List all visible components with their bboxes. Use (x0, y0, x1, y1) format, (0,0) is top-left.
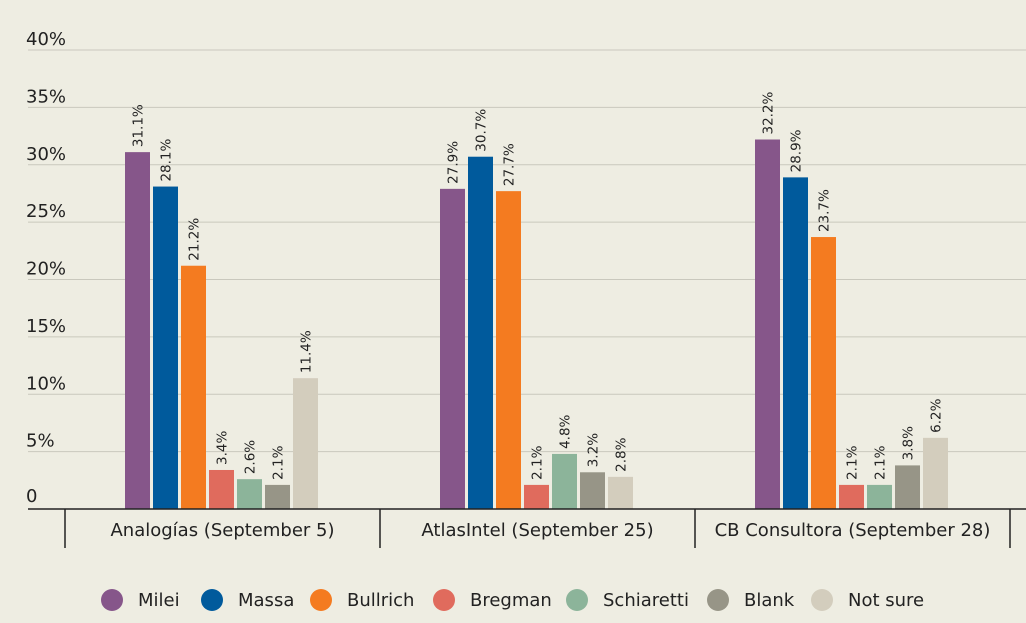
bar-not-sure (608, 476, 633, 509)
y-tick-label: 15% (26, 316, 66, 337)
legend-label: Bullrich (347, 590, 414, 611)
data-label: 23.7% (817, 189, 833, 232)
x-axis: Analogías (September 5) AtlasIntel (Septe… (28, 508, 1026, 548)
bar-schiaretti (867, 484, 892, 509)
bar-schiaretti (237, 479, 262, 509)
y-tick-label: 20% (26, 259, 66, 280)
legend-swatch (310, 589, 332, 611)
x-category-label: AtlasIntel (September 25) (421, 520, 653, 541)
legend-label: Schiaretti (603, 590, 689, 611)
x-category-label: Analogías (September 5) (110, 520, 334, 541)
y-tick-label: 0 (26, 486, 37, 507)
data-label: 28.1% (159, 138, 175, 181)
data-label: 3.4% (215, 431, 231, 465)
bar-massa (783, 177, 808, 509)
bar-blank (265, 484, 290, 509)
bar-bullrich (181, 265, 206, 509)
data-label: 3.8% (901, 426, 917, 460)
legend-swatch (201, 589, 223, 611)
legend-item: Schiaretti (566, 589, 689, 611)
data-label: 2.8% (614, 437, 630, 471)
legend-swatch (811, 589, 833, 611)
data-label: 2.1% (530, 445, 546, 479)
legend-swatch (566, 589, 588, 611)
legend-label: Not sure (848, 590, 924, 611)
legend: Milei Massa Bullrich Bregman Schiaretti Blank… (101, 589, 924, 611)
y-tick-label: 25% (26, 201, 66, 222)
bar-milei (125, 152, 150, 509)
legend-label: Milei (138, 590, 180, 611)
bar-bregman (839, 484, 864, 509)
legend-item: Milei (101, 589, 180, 611)
y-tick-label: 40% (26, 29, 66, 50)
data-label: 28.9% (789, 129, 805, 172)
y-tick-label: 35% (26, 86, 66, 107)
legend-swatch (101, 589, 123, 611)
bar-bullrich (496, 191, 521, 509)
bar-schiaretti (552, 453, 577, 509)
data-label: 21.2% (187, 218, 203, 261)
data-label: 30.7% (474, 109, 490, 152)
data-label: 2.1% (873, 445, 889, 479)
data-label: 2.6% (243, 440, 259, 474)
bar-massa (468, 156, 493, 509)
data-labels: 31.1% 28.1% 21.2% 3.4% 2.6% 2.1% 11.4% 27.9% 30.… (131, 91, 945, 479)
data-label: 2.1% (845, 445, 861, 479)
data-label: 27.7% (502, 143, 518, 186)
legend-label: Massa (238, 590, 294, 611)
bar-not-sure (923, 437, 948, 509)
y-tick-label: 10% (26, 373, 66, 394)
bar-not-sure (293, 378, 318, 509)
legend-swatch (707, 589, 729, 611)
legend-item: Massa (201, 589, 294, 611)
bar-milei (755, 139, 780, 509)
legend-label: Bregman (470, 590, 552, 611)
data-label: 27.9% (446, 141, 462, 184)
y-axis-ticks: 0 5% 10% 15% 20% 25% 30% 35% 40% (26, 29, 66, 507)
data-label: 32.2% (761, 91, 777, 134)
bar-bregman (524, 484, 549, 509)
x-category-label: CB Consultora (September 28) (715, 520, 991, 541)
bar-bregman (209, 469, 234, 509)
y-tick-label: 5% (26, 431, 55, 452)
legend-item: Bregman (433, 589, 552, 611)
bar-massa (153, 186, 178, 510)
data-label: 11.4% (299, 330, 315, 373)
data-label: 2.1% (271, 445, 287, 479)
legend-item: Not sure (811, 589, 924, 611)
data-label: 4.8% (558, 414, 574, 448)
bar-milei (440, 188, 465, 509)
legend-item: Blank (707, 589, 795, 611)
bar-bullrich (811, 237, 836, 510)
y-tick-label: 30% (26, 144, 66, 165)
legend-label: Blank (744, 590, 795, 611)
data-label: 3.2% (586, 433, 602, 467)
bars (125, 139, 948, 510)
legend-item: Bullrich (310, 589, 414, 611)
bar-blank (580, 472, 605, 509)
data-label: 31.1% (131, 104, 147, 147)
legend-swatch (433, 589, 455, 611)
bar-blank (895, 465, 920, 509)
data-label: 6.2% (929, 398, 945, 432)
